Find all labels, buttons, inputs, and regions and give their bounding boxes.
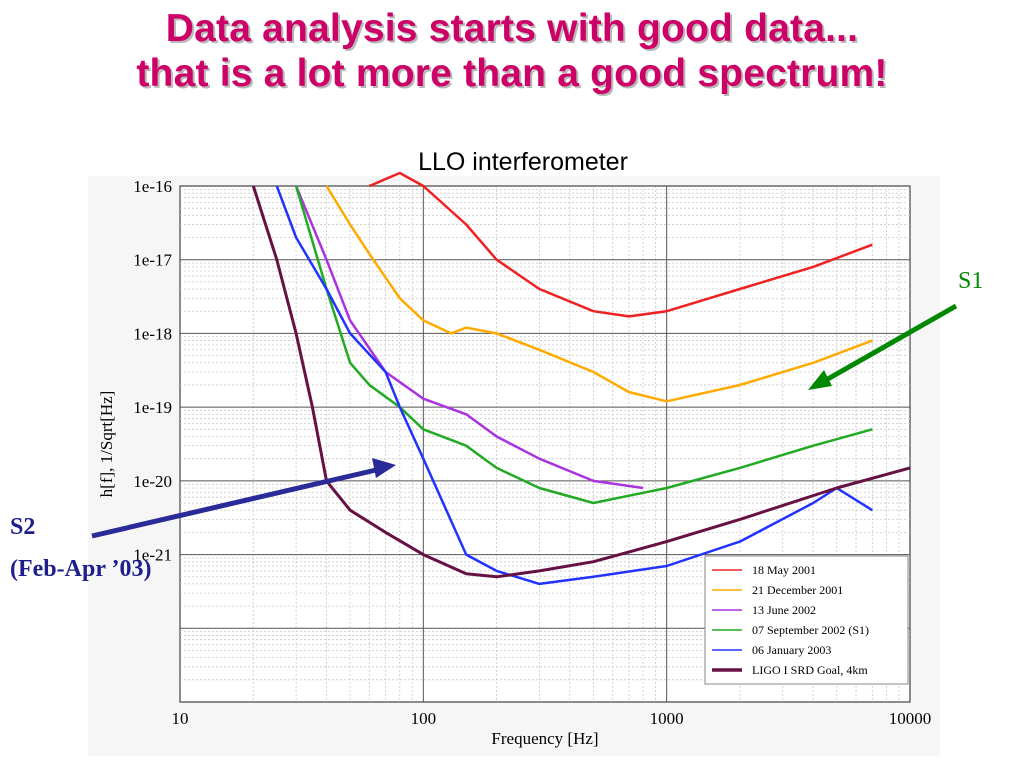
legend-entry: 06 January 2003 bbox=[752, 643, 831, 657]
series-line-1 bbox=[325, 185, 873, 403]
legend-entry: 13 June 2002 bbox=[752, 603, 816, 617]
series-line-4 bbox=[275, 185, 873, 586]
y-tick-label: 1e-20 bbox=[133, 472, 172, 491]
series-line-5 bbox=[251, 185, 911, 579]
series-line-0 bbox=[368, 171, 873, 318]
title-line-2: that is a lot more than a good spectrum! bbox=[136, 52, 888, 95]
s2-date-label: (Feb-Apr ’03) bbox=[10, 556, 152, 582]
y-axis-label: h[f], 1/Sqrt[Hz] bbox=[97, 391, 116, 498]
s2-arrow-shaft bbox=[91, 467, 377, 539]
x-tick-label: 10000 bbox=[889, 709, 932, 728]
legend-entry: 21 December 2001 bbox=[752, 583, 843, 597]
y-tick-label: 1e-18 bbox=[133, 324, 172, 343]
s1-label: S1 bbox=[958, 268, 984, 294]
s1-arrow-shaft bbox=[824, 303, 958, 383]
series-layer bbox=[251, 171, 911, 586]
y-tick-label: 1e-19 bbox=[133, 398, 172, 417]
s2-arrow-head bbox=[372, 458, 396, 478]
s2-label: S2 bbox=[10, 514, 36, 540]
annotation-arrows bbox=[91, 303, 958, 539]
title-line-1: Data analysis starts with good data... bbox=[165, 7, 859, 50]
legend-box bbox=[704, 555, 909, 685]
x-axis-label: Frequency [Hz] bbox=[491, 729, 598, 748]
x-tick-label: 1000 bbox=[650, 709, 684, 728]
x-tick-label: 100 bbox=[411, 709, 437, 728]
x-tick-label: 10 bbox=[172, 709, 189, 728]
s1-arrow-head bbox=[808, 370, 832, 390]
legend: 18 May 2001 21 December 2001 13 June 2002 0… bbox=[704, 555, 909, 685]
legend-entry: LIGO I SRD Goal, 4km bbox=[752, 663, 868, 677]
slide-title: Data analysis starts with good data... t… bbox=[0, 6, 1024, 96]
legend-entry: 18 May 2001 bbox=[752, 563, 816, 577]
y-tick-label: 1e-17 bbox=[133, 251, 172, 270]
chart-subtitle: LLO interferometer bbox=[418, 148, 628, 176]
tick-labels: 10 100 1000 10000 1e-16 1e-17 1e-18 1e-19 1e-20 1… bbox=[133, 177, 931, 728]
legend-entry: 07 September 2002 (S1) bbox=[752, 623, 869, 637]
series-line-2 bbox=[294, 185, 644, 490]
y-tick-label: 1e-16 bbox=[133, 177, 172, 196]
series-line-3 bbox=[294, 185, 873, 505]
y-tick-label: 1e-21 bbox=[133, 546, 172, 565]
